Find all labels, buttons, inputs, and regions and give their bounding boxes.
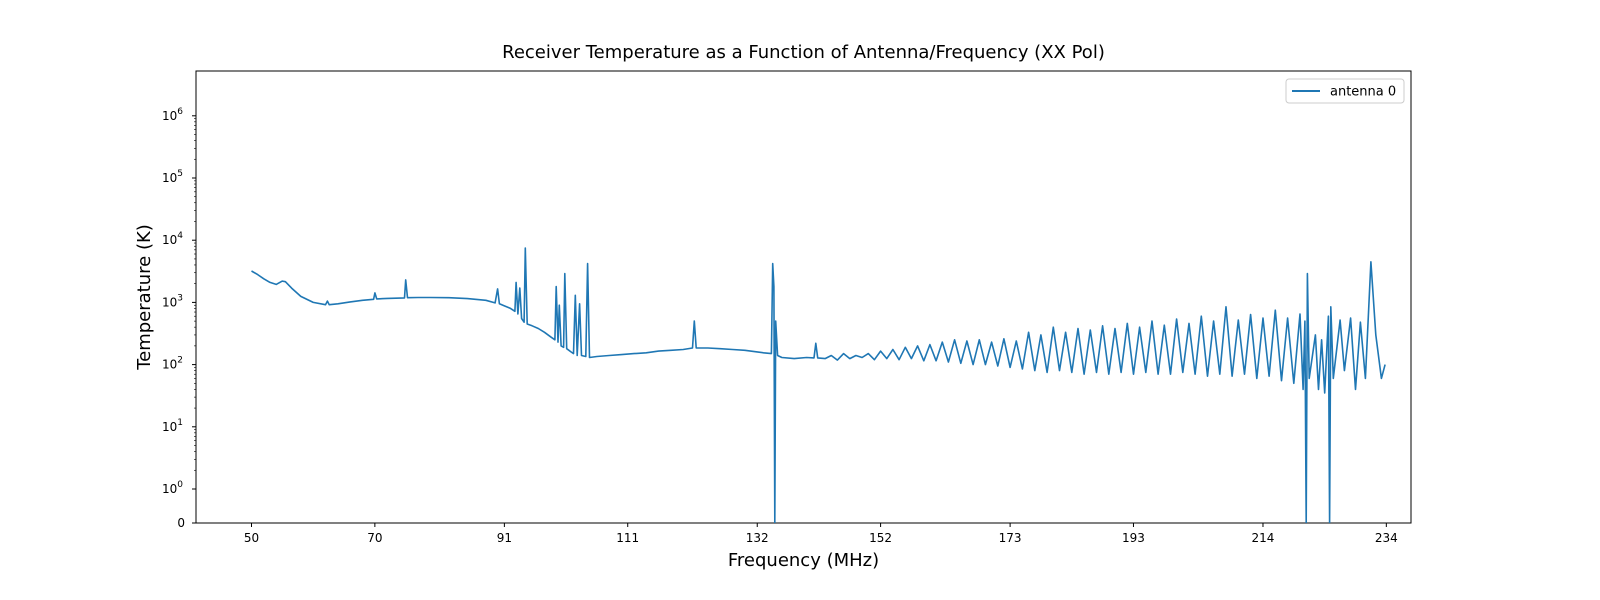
y-tick-label: 103 bbox=[162, 293, 183, 309]
x-tick-label: 193 bbox=[1122, 531, 1145, 545]
y-tick-label: 106 bbox=[162, 107, 183, 123]
x-tick-label: 152 bbox=[869, 531, 892, 545]
x-tick-label: 234 bbox=[1375, 531, 1398, 545]
x-tick-label: 132 bbox=[746, 531, 769, 545]
legend-label: antenna 0 bbox=[1330, 85, 1396, 100]
series-layer bbox=[251, 247, 1386, 523]
y-tick-label: 102 bbox=[162, 356, 183, 372]
y-tick-label: 104 bbox=[162, 231, 183, 247]
y-tick-label: 0 bbox=[177, 516, 185, 530]
x-tick-label: 91 bbox=[497, 531, 512, 545]
x-axis: 50 70 91 111 132 152 173 193 214 234 bbox=[244, 523, 1398, 545]
x-axis-title: Frequency (MHz) bbox=[728, 550, 879, 571]
y-tick-label: 101 bbox=[162, 418, 183, 434]
x-tick-label: 111 bbox=[616, 531, 639, 545]
legend: antenna 0 bbox=[1285, 78, 1405, 104]
y-tick-label: 105 bbox=[162, 169, 183, 185]
series-line-antenna-0 bbox=[251, 247, 1386, 523]
y-axis: 0 100 101 102 103 104 105 106 bbox=[162, 107, 196, 530]
plot-border bbox=[195, 70, 1412, 524]
y-tick-label: 100 bbox=[162, 480, 183, 496]
legend-box bbox=[1285, 78, 1405, 104]
x-tick-label: 173 bbox=[999, 531, 1022, 545]
x-tick-label: 70 bbox=[367, 531, 382, 545]
chart-title: Receiver Temperature as a Function of An… bbox=[502, 42, 1105, 63]
x-tick-label: 50 bbox=[244, 531, 259, 545]
plot-frame bbox=[195, 70, 1412, 524]
y-axis-title: Temperature (K) bbox=[134, 224, 155, 371]
x-tick-label: 214 bbox=[1252, 531, 1275, 545]
